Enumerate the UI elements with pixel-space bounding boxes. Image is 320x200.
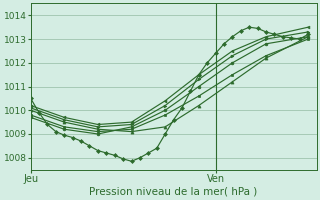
X-axis label: Pression niveau de la mer( hPa ): Pression niveau de la mer( hPa ) [90,187,258,197]
